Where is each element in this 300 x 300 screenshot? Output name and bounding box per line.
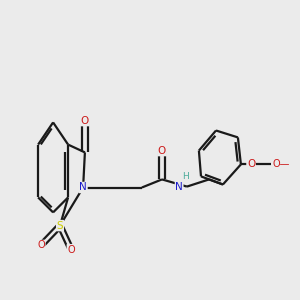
Text: O—: O—: [272, 159, 290, 170]
Text: O: O: [158, 146, 166, 156]
Text: N: N: [175, 182, 183, 192]
Text: O: O: [37, 240, 45, 250]
Text: S: S: [57, 220, 63, 231]
Text: O: O: [247, 159, 255, 170]
Text: O: O: [67, 244, 75, 255]
Text: N: N: [79, 182, 87, 193]
Text: H: H: [182, 172, 189, 182]
Text: O: O: [81, 116, 89, 126]
